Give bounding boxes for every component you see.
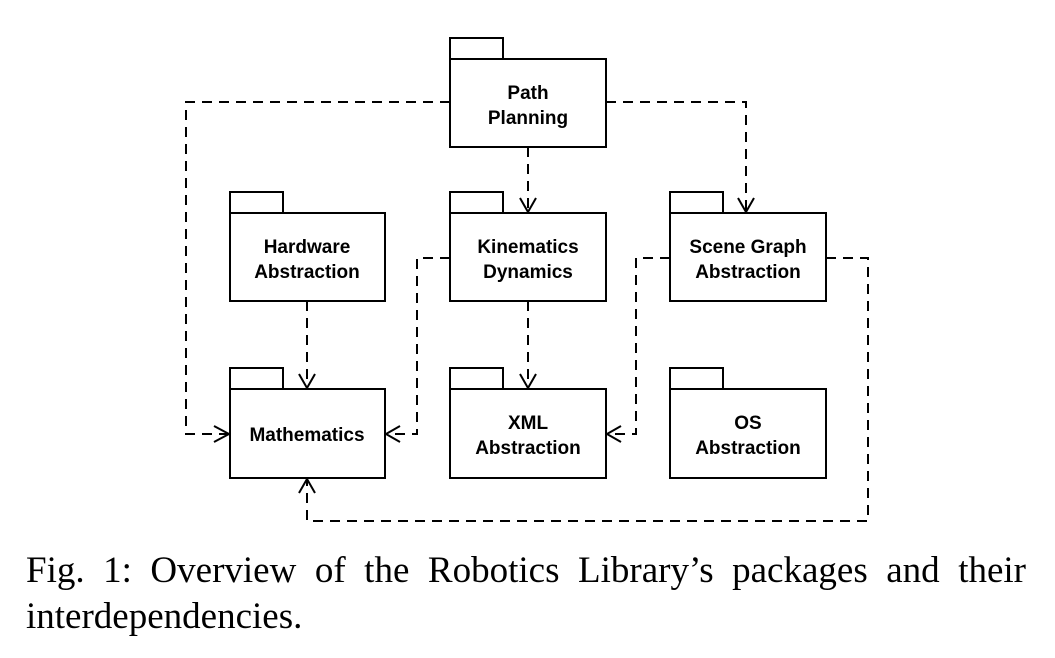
package-label-line: Abstraction (695, 262, 801, 283)
package-label-line: Scene Graph (689, 237, 806, 258)
package-mathematics: Mathematics (229, 367, 386, 479)
dependency-scene-graph-to-mathematics (298, 257, 869, 522)
figure-caption: Fig. 1: Overview of the Robotics Library… (26, 550, 1026, 637)
package-path-planning: Path Planning (449, 37, 607, 148)
package-diagram: Path Planning Hardware Abstraction Kinem… (185, 37, 869, 522)
package-label-line: Kinematics (477, 237, 578, 258)
package-kinematics-dynamics: Kinematics Dynamics (449, 191, 607, 302)
package-xml-abstraction: XML Abstraction (449, 367, 607, 479)
dependency-kinematics-to-xml (519, 301, 537, 391)
dependency-path-planning-to-scene-graph (606, 101, 755, 215)
dependency-path-planning-to-kinematics (519, 147, 537, 215)
package-label-line: XML (508, 413, 549, 434)
package-label-line: OS (734, 413, 761, 434)
package-scene-graph-abstraction: Scene Graph Abstraction (669, 191, 827, 302)
package-label-line: Mathematics (249, 425, 364, 446)
package-label-line: Abstraction (475, 438, 581, 459)
dependency-kinematics-to-mathematics (383, 257, 450, 443)
dependency-scene-graph-to-xml (604, 257, 670, 443)
package-label-line: Planning (488, 108, 568, 129)
package-hardware-abstraction: Hardware Abstraction (229, 191, 386, 302)
package-os-abstraction: OS Abstraction (669, 367, 827, 479)
dependency-hardware-to-mathematics (298, 301, 316, 391)
package-label-line: Abstraction (254, 262, 360, 283)
package-label-line: Hardware (264, 237, 351, 258)
package-label-line: Path (507, 83, 548, 104)
package-label-line: Abstraction (695, 438, 801, 459)
package-label-line: Dynamics (483, 262, 573, 283)
dependency-path-planning-to-mathematics (185, 101, 450, 443)
